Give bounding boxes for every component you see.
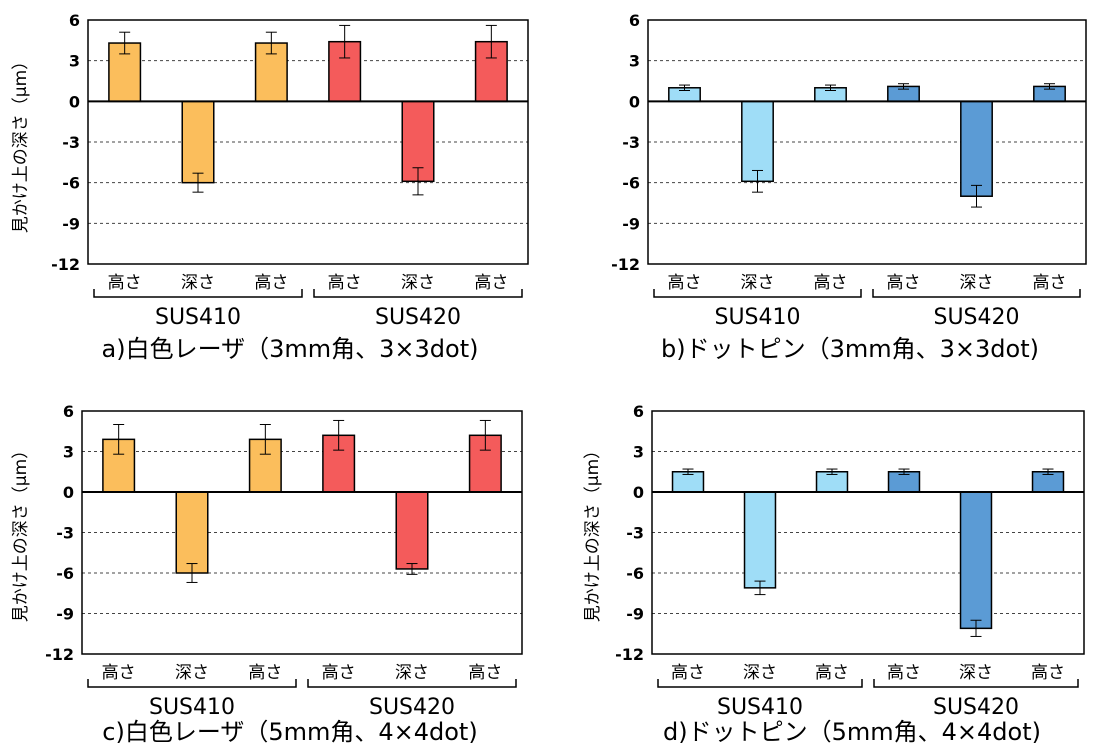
y-axis-label: 見かけ上の深さ（μm） — [583, 442, 603, 622]
group-label: SUS420 — [933, 305, 1019, 330]
plot-frame — [651, 410, 1085, 655]
y-tick-label: 6 — [69, 11, 80, 30]
y-tick-label: -9 — [626, 605, 644, 624]
plot-frame — [81, 410, 523, 655]
y-tick-label: 3 — [633, 443, 644, 462]
group-label: SUS420 — [375, 305, 461, 330]
group-label: SUS410 — [714, 305, 800, 330]
bar — [959, 491, 993, 630]
group-bracket — [313, 289, 523, 298]
y-tick-label: -9 — [622, 214, 640, 233]
category-label: 高さ — [322, 663, 356, 683]
category-label: 高さ — [468, 663, 502, 683]
category-label: 高さ — [474, 273, 508, 293]
group-label: SUS410 — [155, 305, 241, 330]
category-label: 高さ — [887, 273, 921, 293]
category-label: 高さ — [248, 663, 282, 683]
chart-caption: a)白色レーザ（3mm角、3×3dot) — [102, 335, 479, 363]
category-label: 高さ — [1033, 273, 1067, 293]
category-label: 深さ — [743, 663, 777, 683]
group-label: SUS420 — [369, 695, 455, 720]
y-tick-label: 3 — [63, 443, 74, 462]
bar — [175, 491, 209, 574]
y-tick-label: 3 — [69, 52, 80, 71]
y-tick-label: -9 — [56, 605, 74, 624]
plot-frame — [647, 19, 1087, 265]
category-label: 高さ — [668, 273, 702, 293]
group-label: SUS410 — [149, 695, 235, 720]
chart-caption: c)白色レーザ（5mm角、4×4dot) — [102, 718, 477, 746]
chart-panel-a: 6 3 0 -3 -6 -9 -12 高さ 深さ 高さ 高さ 深さ 高さ SUS410 SUS420 a)白色… — [11, 11, 529, 363]
group-bracket — [307, 679, 517, 688]
y-tick-label: -12 — [45, 645, 74, 664]
category-label: 高さ — [815, 663, 849, 683]
category-label: 高さ — [814, 273, 848, 293]
category-label: 深さ — [741, 273, 775, 293]
category-label: 深さ — [959, 663, 993, 683]
y-tick-label: 0 — [629, 92, 640, 111]
y-tick-label: -9 — [62, 214, 80, 233]
category-label: 深さ — [401, 273, 435, 293]
group-bracket — [873, 679, 1079, 688]
bar — [743, 491, 777, 589]
category-label: 高さ — [102, 663, 136, 683]
y-tick-label: -6 — [62, 174, 80, 193]
y-tick-label: 6 — [633, 402, 644, 421]
category-label: 高さ — [254, 273, 288, 293]
category-label: 深さ — [181, 273, 215, 293]
chart-caption: b)ドットピン（3mm角、3×3dot) — [661, 335, 1039, 363]
category-label: 高さ — [887, 663, 921, 683]
y-tick-label: 3 — [629, 52, 640, 71]
bar — [254, 42, 288, 103]
y-axis-label: 見かけ上の深さ（μm） — [11, 442, 31, 622]
y-tick-label: -3 — [626, 524, 644, 543]
bar — [741, 100, 774, 183]
chart-caption: d)ドットピン（5mm角、4×4dot) — [663, 718, 1041, 746]
group-label: SUS420 — [933, 695, 1019, 720]
y-tick-label: -6 — [56, 564, 74, 583]
group-bracket — [93, 289, 303, 298]
y-tick-label: -6 — [622, 174, 640, 193]
category-label: 深さ — [960, 273, 994, 293]
group-label: SUS410 — [717, 695, 803, 720]
group-bracket — [653, 289, 862, 298]
group-bracket — [657, 679, 863, 688]
group-bracket — [872, 289, 1081, 298]
group-bracket — [87, 679, 297, 688]
y-tick-label: -12 — [615, 645, 644, 664]
category-label: 高さ — [671, 663, 705, 683]
chart-panel-c: 6 3 0 -3 -6 -9 -12 高さ 深さ 高さ 高さ 深さ 高さ SUS410 SUS420c)白色… — [11, 402, 523, 746]
category-label: 深さ — [175, 663, 209, 683]
y-axis-label: 見かけ上の深さ（μm） — [11, 53, 31, 233]
y-tick-label: -12 — [51, 255, 80, 274]
chart-panel-b: 6 3 0 -3 -6 -9 -12 高さ 深さ 高さ 高さ 深さ 高さ SUS410 SUS420 b)ドッ… — [611, 11, 1087, 363]
y-tick-label: -6 — [626, 564, 644, 583]
y-tick-label: 6 — [63, 402, 74, 421]
y-tick-label: 6 — [629, 11, 640, 30]
bar — [395, 491, 429, 570]
y-tick-label: 0 — [63, 483, 74, 502]
chart-panel-d: 6 3 0 -3 -6 -9 -12 高さ 深さ 高さ 高さ 深さ 高さ SUS410 SUS420d)ドッ… — [583, 402, 1085, 746]
bar — [181, 100, 215, 184]
category-label: 深さ — [395, 663, 429, 683]
y-tick-label: 0 — [633, 483, 644, 502]
category-label: 高さ — [108, 273, 142, 293]
category-label: 高さ — [328, 273, 362, 293]
y-tick-label: -3 — [56, 524, 74, 543]
bar — [960, 100, 993, 197]
category-label: 高さ — [1031, 663, 1065, 683]
y-tick-label: -12 — [611, 255, 640, 274]
y-tick-label: -3 — [62, 133, 80, 152]
y-tick-label: -3 — [622, 133, 640, 152]
y-tick-label: 0 — [69, 92, 80, 111]
plot-frame — [87, 19, 529, 265]
